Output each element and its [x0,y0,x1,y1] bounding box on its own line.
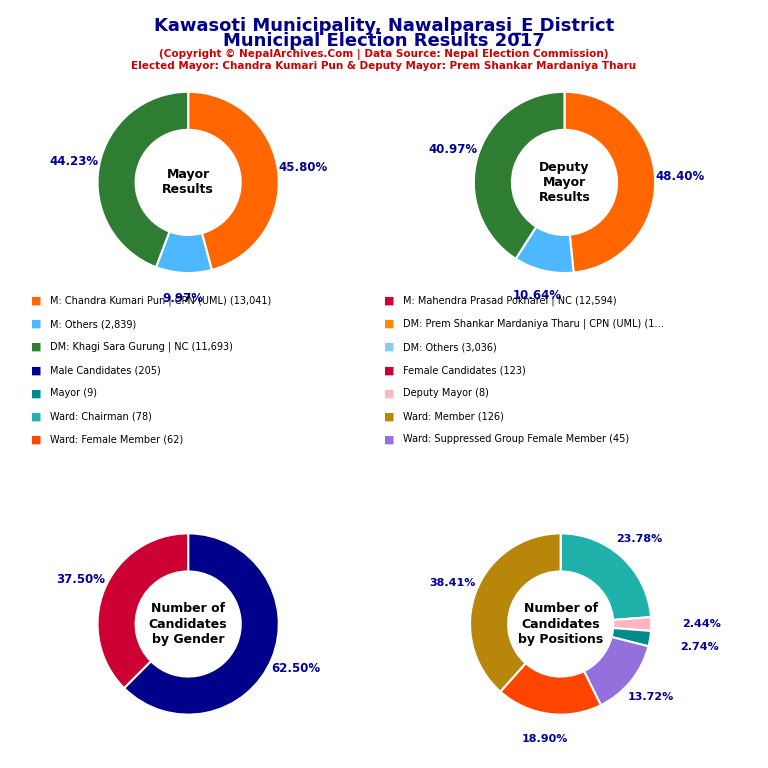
Text: Ward: Suppressed Group Female Member (45): Ward: Suppressed Group Female Member (45… [403,434,629,445]
Wedge shape [564,92,655,273]
Text: 48.40%: 48.40% [656,170,705,183]
Wedge shape [500,664,601,714]
Text: ■: ■ [31,319,41,329]
Wedge shape [98,92,188,267]
Text: 18.90%: 18.90% [522,734,568,744]
Text: (Copyright © NepalArchives.Com | Data Source: Nepal Election Commission): (Copyright © NepalArchives.Com | Data So… [159,49,609,60]
Text: 9.97%: 9.97% [162,292,203,305]
Text: M: Chandra Kumari Pun | CPN (UML) (13,041): M: Chandra Kumari Pun | CPN (UML) (13,04… [50,296,271,306]
Text: ■: ■ [31,342,41,353]
Text: 2.74%: 2.74% [680,642,719,652]
Text: Male Candidates (205): Male Candidates (205) [50,365,161,376]
Text: Ward: Chairman (78): Ward: Chairman (78) [50,411,152,422]
Text: ■: ■ [384,434,395,445]
Wedge shape [474,92,564,259]
Wedge shape [516,227,574,273]
Wedge shape [98,533,188,688]
Wedge shape [124,533,279,714]
Wedge shape [561,533,651,620]
Text: ■: ■ [31,411,41,422]
Text: Ward: Female Member (62): Ward: Female Member (62) [50,434,184,445]
Text: 40.97%: 40.97% [429,144,478,157]
Wedge shape [584,637,648,705]
Text: ■: ■ [31,296,41,306]
Text: Municipal Election Results 2017: Municipal Election Results 2017 [223,32,545,50]
Text: ■: ■ [384,296,395,306]
Text: Ward: Member (126): Ward: Member (126) [403,411,504,422]
Text: Elected Mayor: Chandra Kumari Pun & Deputy Mayor: Prem Shankar Mardaniya Tharu: Elected Mayor: Chandra Kumari Pun & Depu… [131,61,637,71]
Wedge shape [470,533,561,692]
Wedge shape [156,231,212,273]
Text: ■: ■ [384,319,395,329]
Text: 13.72%: 13.72% [627,692,674,702]
Text: M: Mahendra Prasad Pokharel | NC (12,594): M: Mahendra Prasad Pokharel | NC (12,594… [403,296,617,306]
Text: ■: ■ [31,434,41,445]
Text: M: Others (2,839): M: Others (2,839) [50,319,136,329]
Text: Mayor (9): Mayor (9) [50,388,97,399]
Text: 37.50%: 37.50% [57,573,105,586]
Wedge shape [611,628,651,647]
Text: Mayor
Results: Mayor Results [162,168,214,197]
Text: 38.41%: 38.41% [429,578,475,588]
Text: 2.44%: 2.44% [682,619,720,629]
Text: ■: ■ [384,342,395,353]
Text: Deputy Mayor (8): Deputy Mayor (8) [403,388,489,399]
Text: 62.50%: 62.50% [271,662,320,675]
Text: DM: Prem Shankar Mardaniya Tharu | CPN (UML) (1…: DM: Prem Shankar Mardaniya Tharu | CPN (… [403,319,664,329]
Text: DM: Others (3,036): DM: Others (3,036) [403,342,497,353]
Text: ■: ■ [31,365,41,376]
Text: ■: ■ [384,365,395,376]
Text: Female Candidates (123): Female Candidates (123) [403,365,526,376]
Text: Kawasoti Municipality, Nawalparasi_E District: Kawasoti Municipality, Nawalparasi_E Dis… [154,17,614,35]
Text: ■: ■ [31,388,41,399]
Text: Deputy
Mayor
Results: Deputy Mayor Results [538,161,591,204]
Text: Number of
Candidates
by Gender: Number of Candidates by Gender [149,603,227,645]
Text: 45.80%: 45.80% [279,161,328,174]
Text: 10.64%: 10.64% [513,289,562,302]
Text: 23.78%: 23.78% [617,534,663,544]
Text: ■: ■ [384,411,395,422]
Text: ■: ■ [384,388,395,399]
Wedge shape [188,92,279,270]
Text: DM: Khagi Sara Gurung | NC (11,693): DM: Khagi Sara Gurung | NC (11,693) [50,342,233,353]
Wedge shape [613,617,651,631]
Text: Number of
Candidates
by Positions: Number of Candidates by Positions [518,603,604,645]
Text: 44.23%: 44.23% [49,155,98,168]
